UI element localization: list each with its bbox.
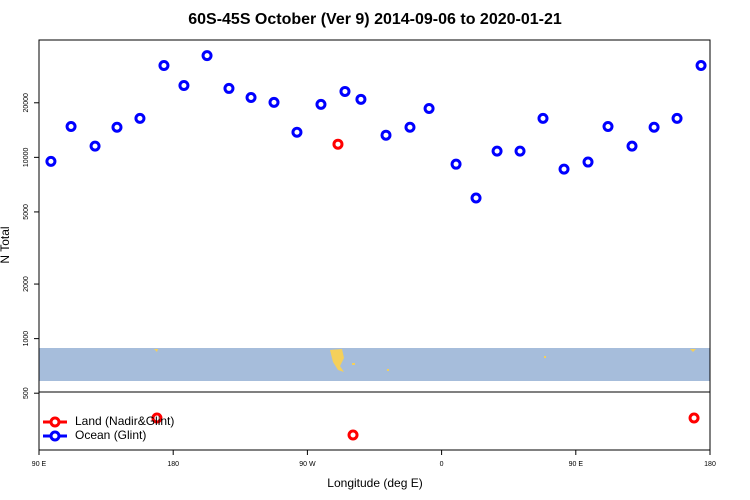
x-axis-label: Longitude (deg E) bbox=[327, 476, 422, 490]
legend-label: Land (Nadir&Glint) bbox=[75, 414, 174, 428]
data-point bbox=[158, 60, 170, 72]
data-point bbox=[315, 98, 327, 110]
y-tick-label: 1000 bbox=[23, 331, 30, 347]
land-shape bbox=[352, 363, 355, 365]
data-point bbox=[626, 140, 638, 152]
data-point bbox=[671, 112, 683, 124]
x-tick-label: 180 bbox=[704, 461, 716, 468]
land-shape bbox=[154, 349, 158, 352]
data-point bbox=[178, 80, 190, 92]
legend-label: Ocean (Glint) bbox=[75, 428, 146, 442]
land-shape bbox=[544, 356, 546, 358]
data-point bbox=[111, 121, 123, 133]
y-tick-label: 20000 bbox=[23, 93, 30, 113]
chart-title: 60S-45S October (Ver 9) 2014-09-06 to 20… bbox=[188, 11, 562, 28]
data-point bbox=[537, 112, 549, 124]
y-axis-label: N Total bbox=[0, 226, 12, 263]
data-point bbox=[151, 412, 163, 424]
x-tick-label: 0 bbox=[440, 461, 444, 468]
legend-swatch-marker bbox=[49, 430, 61, 442]
data-point bbox=[134, 112, 146, 124]
data-point bbox=[201, 50, 213, 62]
ocean-band bbox=[39, 348, 710, 381]
land-shape bbox=[330, 349, 344, 372]
data-point bbox=[245, 91, 257, 103]
data-point bbox=[404, 121, 416, 133]
land-shape bbox=[690, 349, 696, 352]
data-point bbox=[491, 145, 503, 157]
x-tick-label: 90 W bbox=[299, 461, 316, 468]
y-tick-label: 10000 bbox=[23, 148, 30, 168]
y-tick-label: 500 bbox=[23, 387, 30, 399]
y-tick-label: 2000 bbox=[23, 276, 30, 292]
data-point bbox=[65, 120, 77, 132]
data-point bbox=[648, 121, 660, 133]
x-tick-label: 90 E bbox=[569, 461, 584, 468]
data-point bbox=[470, 192, 482, 204]
data-point bbox=[688, 412, 700, 424]
data-point bbox=[339, 85, 351, 97]
y-tick-label: 5000 bbox=[23, 204, 30, 220]
legend-swatch-marker bbox=[49, 416, 61, 428]
data-point bbox=[45, 155, 57, 167]
data-point bbox=[291, 126, 303, 138]
data-point bbox=[558, 163, 570, 175]
x-tick-label: 90 E bbox=[32, 461, 47, 468]
data-point bbox=[423, 102, 435, 114]
data-point bbox=[695, 60, 707, 72]
x-tick-label: 180 bbox=[167, 461, 179, 468]
plot-frame bbox=[38, 39, 711, 451]
data-point bbox=[268, 96, 280, 108]
data-point bbox=[450, 158, 462, 170]
map-band bbox=[39, 348, 710, 381]
land-shape bbox=[387, 369, 389, 371]
data-point bbox=[582, 156, 594, 168]
data-point bbox=[347, 429, 359, 441]
data-point bbox=[380, 129, 392, 141]
data-point bbox=[332, 138, 344, 150]
data-point bbox=[355, 93, 367, 105]
data-point bbox=[514, 145, 526, 157]
data-point bbox=[89, 140, 101, 152]
data-point bbox=[602, 120, 614, 132]
data-point bbox=[223, 82, 235, 94]
